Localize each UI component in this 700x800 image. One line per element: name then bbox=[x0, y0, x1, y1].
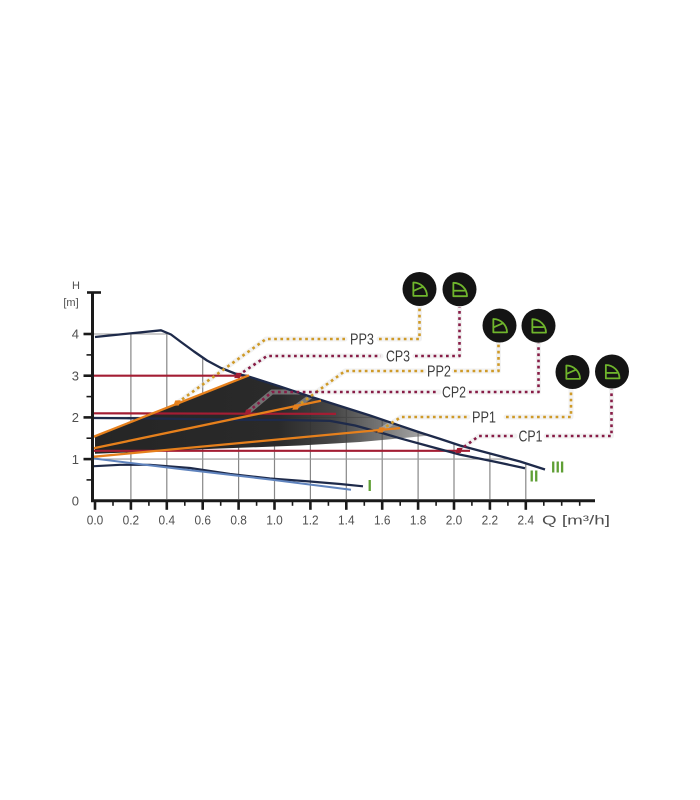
svg-text:0.2: 0.2 bbox=[123, 513, 140, 528]
svg-text:0: 0 bbox=[72, 494, 79, 509]
svg-text:II: II bbox=[530, 469, 539, 486]
svg-text:CP3: CP3 bbox=[386, 348, 410, 365]
svg-text:2: 2 bbox=[72, 410, 79, 425]
svg-text:2.0: 2.0 bbox=[446, 513, 463, 528]
svg-text:0.8: 0.8 bbox=[230, 513, 247, 528]
svg-text:PP3: PP3 bbox=[350, 331, 374, 348]
svg-text:CP2: CP2 bbox=[442, 384, 466, 401]
svg-text:Q [m³/h]: Q [m³/h] bbox=[542, 513, 610, 528]
svg-text:1.6: 1.6 bbox=[374, 513, 391, 528]
svg-text:1.2: 1.2 bbox=[302, 513, 319, 528]
svg-text:0.0: 0.0 bbox=[87, 513, 104, 528]
svg-text:H: H bbox=[72, 280, 80, 292]
svg-text:III: III bbox=[551, 460, 564, 477]
svg-text:1: 1 bbox=[72, 452, 79, 467]
svg-text:0.6: 0.6 bbox=[194, 513, 211, 528]
svg-text:[m]: [m] bbox=[63, 297, 78, 309]
svg-text:1.0: 1.0 bbox=[266, 513, 283, 528]
svg-text:2.2: 2.2 bbox=[482, 513, 499, 528]
svg-text:1.4: 1.4 bbox=[338, 513, 355, 528]
svg-text:0.4: 0.4 bbox=[159, 513, 176, 528]
svg-text:PP1: PP1 bbox=[472, 409, 496, 426]
svg-text:1.8: 1.8 bbox=[410, 513, 427, 528]
svg-text:CP1: CP1 bbox=[519, 428, 543, 445]
svg-text:4: 4 bbox=[72, 327, 79, 342]
svg-text:3: 3 bbox=[72, 368, 79, 383]
svg-text:I: I bbox=[368, 478, 372, 495]
svg-text:PP2: PP2 bbox=[427, 363, 451, 380]
svg-text:2.4: 2.4 bbox=[518, 513, 535, 528]
